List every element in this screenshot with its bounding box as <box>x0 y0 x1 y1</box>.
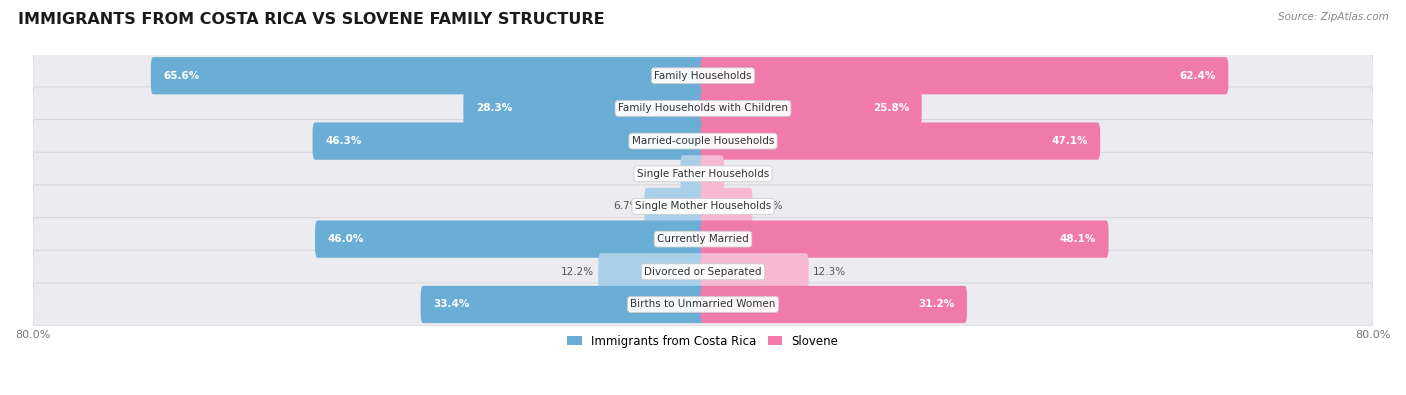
Text: 65.6%: 65.6% <box>163 71 200 81</box>
FancyBboxPatch shape <box>700 57 1229 94</box>
FancyBboxPatch shape <box>700 90 922 127</box>
Text: 46.0%: 46.0% <box>328 234 364 244</box>
FancyBboxPatch shape <box>700 220 1108 258</box>
Text: 5.6%: 5.6% <box>756 201 783 211</box>
Text: 47.1%: 47.1% <box>1052 136 1088 146</box>
Text: Single Mother Households: Single Mother Households <box>636 201 770 211</box>
FancyBboxPatch shape <box>599 253 706 290</box>
Text: 62.4%: 62.4% <box>1180 71 1216 81</box>
FancyBboxPatch shape <box>644 188 706 225</box>
FancyBboxPatch shape <box>32 87 1374 130</box>
FancyBboxPatch shape <box>32 283 1374 326</box>
FancyBboxPatch shape <box>315 220 706 258</box>
Text: 2.2%: 2.2% <box>728 169 755 179</box>
FancyBboxPatch shape <box>700 122 1099 160</box>
Text: 31.2%: 31.2% <box>918 299 955 309</box>
Text: IMMIGRANTS FROM COSTA RICA VS SLOVENE FAMILY STRUCTURE: IMMIGRANTS FROM COSTA RICA VS SLOVENE FA… <box>18 12 605 27</box>
FancyBboxPatch shape <box>32 54 1374 97</box>
Text: Single Father Households: Single Father Households <box>637 169 769 179</box>
Text: 33.4%: 33.4% <box>433 299 470 309</box>
FancyBboxPatch shape <box>420 286 706 323</box>
FancyBboxPatch shape <box>32 120 1374 163</box>
FancyBboxPatch shape <box>32 218 1374 261</box>
Text: Family Households with Children: Family Households with Children <box>619 103 787 113</box>
FancyBboxPatch shape <box>312 122 706 160</box>
Text: Married-couple Households: Married-couple Households <box>631 136 775 146</box>
FancyBboxPatch shape <box>700 286 967 323</box>
Text: Births to Unmarried Women: Births to Unmarried Women <box>630 299 776 309</box>
Text: Source: ZipAtlas.com: Source: ZipAtlas.com <box>1278 12 1389 22</box>
Text: 12.2%: 12.2% <box>561 267 595 277</box>
Text: 12.3%: 12.3% <box>813 267 846 277</box>
Text: Currently Married: Currently Married <box>657 234 749 244</box>
Text: 2.4%: 2.4% <box>650 169 676 179</box>
FancyBboxPatch shape <box>700 188 752 225</box>
FancyBboxPatch shape <box>700 253 808 290</box>
FancyBboxPatch shape <box>32 185 1374 228</box>
FancyBboxPatch shape <box>32 250 1374 293</box>
Text: 48.1%: 48.1% <box>1060 234 1095 244</box>
Text: 6.7%: 6.7% <box>613 201 640 211</box>
Text: 46.3%: 46.3% <box>325 136 361 146</box>
Text: Family Households: Family Households <box>654 71 752 81</box>
Legend: Immigrants from Costa Rica, Slovene: Immigrants from Costa Rica, Slovene <box>562 330 844 352</box>
Text: Divorced or Separated: Divorced or Separated <box>644 267 762 277</box>
Text: 28.3%: 28.3% <box>477 103 512 113</box>
Text: 25.8%: 25.8% <box>873 103 910 113</box>
FancyBboxPatch shape <box>464 90 706 127</box>
FancyBboxPatch shape <box>681 155 706 192</box>
FancyBboxPatch shape <box>700 155 724 192</box>
FancyBboxPatch shape <box>32 152 1374 196</box>
FancyBboxPatch shape <box>150 57 706 94</box>
